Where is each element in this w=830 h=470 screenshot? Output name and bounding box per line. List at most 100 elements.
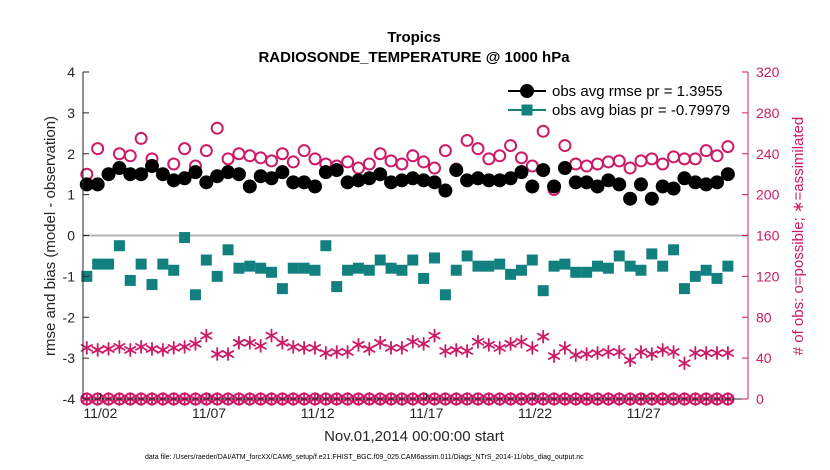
point-rmse bbox=[101, 167, 116, 182]
point-possible bbox=[438, 144, 452, 158]
point-possible bbox=[167, 157, 181, 171]
y-axis-label: rmse and bias (model - observation) bbox=[42, 116, 59, 356]
y-tick-label: 3 bbox=[67, 105, 75, 121]
point-bias bbox=[581, 266, 593, 278]
point-bias bbox=[200, 254, 212, 266]
x-tick-label: 11/22 bbox=[518, 405, 552, 421]
point-rmse bbox=[373, 167, 388, 182]
point-bias bbox=[168, 264, 180, 276]
y-right-tick-label: 200 bbox=[756, 187, 780, 203]
point-assimilated bbox=[221, 347, 235, 361]
point-rmse bbox=[536, 163, 551, 178]
legend-label-bias: obs avg bias pr = -0.79979 bbox=[552, 102, 730, 119]
point-bias bbox=[113, 240, 125, 252]
point-possible bbox=[580, 159, 594, 173]
point-rmse bbox=[449, 163, 464, 178]
point-bias bbox=[429, 252, 441, 264]
point-assimilated bbox=[91, 343, 104, 357]
point-bias bbox=[450, 264, 462, 276]
point-possible bbox=[428, 161, 442, 175]
point-possible bbox=[504, 139, 518, 153]
point-assimilated bbox=[526, 341, 539, 355]
point-assimilated bbox=[319, 346, 332, 360]
point-assimilated bbox=[352, 337, 365, 352]
point-possible bbox=[286, 155, 300, 169]
point-assimilated bbox=[102, 342, 115, 356]
chart-subtitle: RADIOSONDE_TEMPERATURE @ 1000 hPa bbox=[258, 49, 570, 66]
point-assimilated bbox=[167, 341, 180, 355]
point-possible bbox=[688, 152, 702, 166]
point-assimilated bbox=[363, 342, 376, 356]
point-bias bbox=[320, 240, 332, 252]
point-bias bbox=[700, 264, 712, 276]
point-possible bbox=[123, 149, 137, 163]
point-rmse bbox=[134, 167, 149, 182]
point-assimilated bbox=[145, 342, 159, 356]
point-bias bbox=[211, 270, 223, 282]
point-bias bbox=[287, 262, 299, 274]
point-assimilated bbox=[558, 341, 572, 355]
point-bias bbox=[103, 258, 115, 270]
point-possible bbox=[395, 157, 409, 171]
point-possible bbox=[210, 121, 224, 135]
point-possible bbox=[677, 152, 691, 166]
point-assimilated bbox=[710, 346, 724, 360]
legend-item-bias: obs avg bias pr = -0.79979 bbox=[508, 102, 730, 119]
point-bias bbox=[657, 260, 669, 272]
point-bias bbox=[124, 274, 136, 286]
point-bias bbox=[624, 260, 636, 272]
legend: obs avg rmse pr = 1.3955 obs avg bias pr … bbox=[508, 83, 730, 119]
point-rmse bbox=[329, 163, 344, 178]
point-possible bbox=[91, 142, 105, 156]
point-assimilated bbox=[265, 328, 278, 343]
point-assimilated bbox=[537, 329, 550, 344]
point-possible bbox=[265, 154, 279, 168]
point-rmse bbox=[90, 177, 105, 192]
point-assimilated bbox=[428, 328, 441, 343]
point-assimilated bbox=[254, 338, 267, 353]
point-assimilated bbox=[667, 345, 680, 359]
data-file-footnote: data file: /Users/raeder/DAI/ATM_forcXX/… bbox=[145, 454, 584, 461]
point-assimilated bbox=[341, 345, 354, 359]
point-rmse bbox=[112, 161, 127, 176]
point-assimilated bbox=[211, 347, 224, 361]
point-assimilated bbox=[439, 344, 452, 358]
point-possible bbox=[460, 133, 474, 147]
point-possible bbox=[634, 154, 648, 168]
point-bias bbox=[342, 264, 354, 276]
point-assimilated bbox=[504, 336, 517, 351]
y-tick-label: -3 bbox=[63, 350, 76, 366]
y-right-tick-label: 320 bbox=[756, 64, 780, 80]
y-right-tick-label: 240 bbox=[756, 146, 780, 162]
x-tick-label: 11/17 bbox=[409, 405, 443, 421]
point-rmse bbox=[438, 183, 453, 198]
point-assimilated bbox=[689, 346, 702, 360]
point-bias bbox=[722, 260, 734, 272]
point-assimilated bbox=[417, 336, 430, 351]
point-possible bbox=[645, 152, 659, 166]
chart-title: Tropics bbox=[387, 29, 440, 46]
point-bias bbox=[711, 272, 723, 284]
point-assimilated bbox=[569, 348, 582, 362]
point-possible bbox=[134, 131, 148, 145]
y-tick-label: 0 bbox=[67, 228, 75, 244]
point-possible bbox=[275, 147, 289, 161]
point-possible bbox=[308, 152, 322, 166]
point-rmse bbox=[199, 175, 214, 190]
point-rmse bbox=[590, 179, 605, 194]
point-rmse bbox=[177, 171, 192, 186]
point-rmse bbox=[188, 165, 203, 180]
point-rmse bbox=[623, 191, 638, 206]
point-assimilated bbox=[656, 343, 669, 357]
legend-item-rmse: obs avg rmse pr = 1.3955 bbox=[508, 83, 723, 100]
point-rmse bbox=[264, 171, 279, 186]
point-assimilated bbox=[461, 344, 474, 358]
point-bias bbox=[439, 289, 451, 301]
point-assimilated bbox=[287, 339, 300, 354]
point-possible bbox=[525, 159, 539, 173]
y-tick-label: 4 bbox=[67, 64, 75, 80]
x-axis-label: Nov.01,2014 00:00:00 start bbox=[324, 428, 505, 445]
point-assimilated bbox=[135, 339, 148, 354]
point-possible bbox=[373, 147, 387, 161]
point-bias bbox=[461, 250, 473, 262]
